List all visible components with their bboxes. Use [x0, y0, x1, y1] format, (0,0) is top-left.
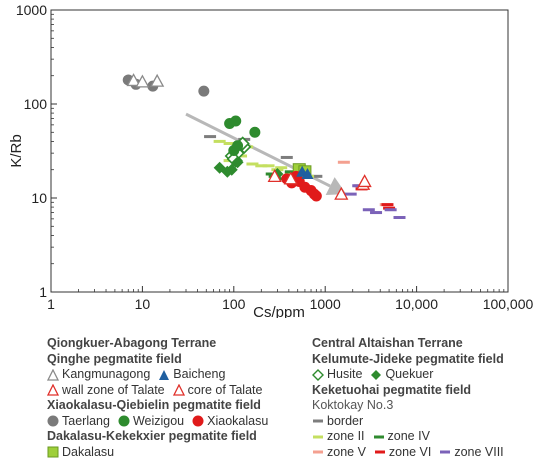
point-quekuer: [225, 163, 238, 176]
legend-row-zones-b: zone V zone VI zone VIII: [312, 445, 508, 461]
circle-red-icon: [192, 415, 204, 427]
legend-item-wall-zone: wall zone of Talate: [47, 383, 165, 399]
x-tick-label: 1000: [310, 296, 341, 312]
x-tick-label: 100,000: [483, 296, 534, 312]
legend-field-1: Qinghe pegmatite field: [47, 351, 182, 366]
point-weizigou: [249, 126, 261, 138]
point-quekuer: [231, 156, 244, 169]
triangle-open-icon: [47, 368, 59, 381]
dash-green-icon: [373, 431, 385, 443]
point-wall-zone-of-talate: [267, 168, 282, 182]
legend-koktokay: Koktokay No.3: [312, 398, 394, 412]
legend-item-dakalasu: Dakalasu: [47, 445, 114, 461]
data-marks: [122, 73, 406, 220]
y-tick-label: 1: [39, 284, 47, 300]
dash-purple-icon: [439, 446, 451, 458]
legend-label-border: border: [327, 413, 364, 428]
legend-terrane-2: Central Altaishan Terrane: [312, 336, 463, 350]
dash-lime-icon: [312, 431, 324, 443]
legend-label-taerlang: Taerlang: [62, 413, 110, 428]
x-tick-label: 10,000: [395, 296, 438, 312]
plot-frame: [50, 9, 509, 293]
point-taerlang: [198, 85, 210, 97]
y-tick-label: 10: [31, 190, 47, 206]
legend-item-weizigou: Weizigou: [118, 414, 184, 430]
legend-item-kangmunagong: Kangmunagong: [47, 367, 150, 383]
legend-row-qinghe: Kangmunagong Baicheng: [47, 367, 272, 383]
legend-label-zone8: zone VIII: [454, 444, 504, 459]
chart: 1 10 100 1000 10,000 100,000 1 10 100 1000 Cs/ppm…: [8, 2, 534, 318]
legend-label-zone4: zone IV: [387, 429, 430, 443]
y-tick-label: 1000: [16, 2, 47, 18]
legend-label-zone2: zone II: [327, 429, 365, 443]
dash-gray-icon: [312, 415, 324, 427]
legend-item-quekuer: Quekuer: [370, 367, 433, 383]
legend-label-xiaokalasu: Xiaokalasu: [207, 413, 269, 428]
trend-arrow: [185, 112, 347, 196]
x-tick-label: 1: [47, 296, 55, 312]
square-icon: [47, 446, 59, 458]
legend-row-talate: wall zone of Talate core of Talate: [47, 383, 272, 399]
legend-item-zone5: zone V: [312, 445, 366, 461]
axis-ticks: 1 10 100 1000 10,000 100,000 1 10 100 1000: [16, 2, 534, 312]
point-weizigou: [232, 140, 244, 152]
legend-field-4: Kelumute-Jideke pegmatite field: [312, 351, 504, 366]
legend-item-border: border: [312, 414, 363, 430]
dash-red-icon: [374, 446, 386, 458]
legend-left: Qiongkuer-Abagong Terrane Qinghe pegmati…: [47, 336, 272, 460]
legend-row-xiaokalasu: Taerlang Weizigou Xiaokalasu: [47, 414, 272, 430]
triangle-open-red-icon: [47, 384, 59, 396]
legend-label-quekuer: Quekuer: [385, 367, 434, 381]
dash-salmon-icon: [312, 446, 324, 458]
legend-row-border: border: [312, 414, 508, 430]
legend-field-2: Xiaokalasu-Qiebielin pegmatite field: [47, 398, 261, 412]
legend-label-weizigou: Weizigou: [132, 413, 185, 428]
point-wall-zone-of-talate: [334, 186, 349, 200]
y-tick-label: 100: [24, 96, 48, 112]
point-xiaokalasu: [310, 190, 322, 202]
point-kangmunagong: [150, 73, 165, 87]
y-axis-title: K/Rb: [8, 134, 25, 167]
legend-item-zone8: zone VIII: [439, 444, 504, 461]
legend-item-husite: Husite: [312, 367, 362, 383]
point-baicheng: [301, 168, 314, 180]
legend-right: Central Altaishan Terrane Kelumute-Jidek…: [312, 336, 508, 460]
legend-label-core: core of Talate: [187, 382, 263, 397]
legend-label-wall-zone: wall zone of Talate: [62, 382, 165, 397]
legend-item-zone6: zone VI: [374, 445, 431, 461]
legend-label-baicheng: Baicheng: [173, 367, 226, 381]
triangle-open-red-icon: [172, 384, 185, 396]
legend-item-taerlang: Taerlang: [47, 414, 110, 430]
circle-green-icon: [118, 415, 130, 427]
legend-item-zone4: zone IV: [373, 429, 430, 445]
circle-gray-icon: [47, 415, 59, 427]
x-tick-label: 100: [222, 296, 246, 312]
legend-item-baicheng: Baicheng: [158, 367, 225, 383]
legend-row-dakalasu: Dakalasu: [47, 445, 272, 461]
legend-row-kelumute: Husite Quekuer: [312, 367, 508, 383]
legend-label-dakalasu: Dakalasu: [62, 444, 115, 459]
legend-label-husite: Husite: [327, 367, 363, 381]
point-kangmunagong: [135, 74, 150, 88]
legend-row-zones-a: zone II zone IV: [312, 429, 508, 445]
diamond-filled-icon: [370, 369, 382, 381]
x-axis-title: Cs/ppm: [253, 304, 305, 318]
legend-item-xiaokalasu: Xiaokalasu: [192, 414, 268, 430]
legend-item-zone2: zone II: [312, 429, 365, 445]
legend-label-zone5: zone V: [327, 444, 366, 459]
legend-item-core: core of Talate: [172, 382, 263, 399]
diamond-open-icon: [312, 368, 324, 381]
triangle-filled-icon: [158, 369, 170, 381]
point-kangmunagong: [126, 73, 141, 87]
x-tick-label: 10: [135, 296, 151, 312]
point-core-of-talate: [357, 174, 372, 188]
legend-label-zone6: zone VI: [388, 444, 432, 459]
legend-terrane-1: Qiongkuer-Abagong Terrane: [47, 336, 217, 350]
point-core-of-talate: [283, 171, 298, 185]
legend-label-kangmunagong: Kangmunagong: [62, 367, 151, 381]
legend-field-5: Keketuohai pegmatite field: [312, 382, 472, 397]
legend-field-3: Dakalasu-Kekekxier pegmatite field: [47, 429, 257, 443]
point-weizigou: [230, 115, 242, 127]
